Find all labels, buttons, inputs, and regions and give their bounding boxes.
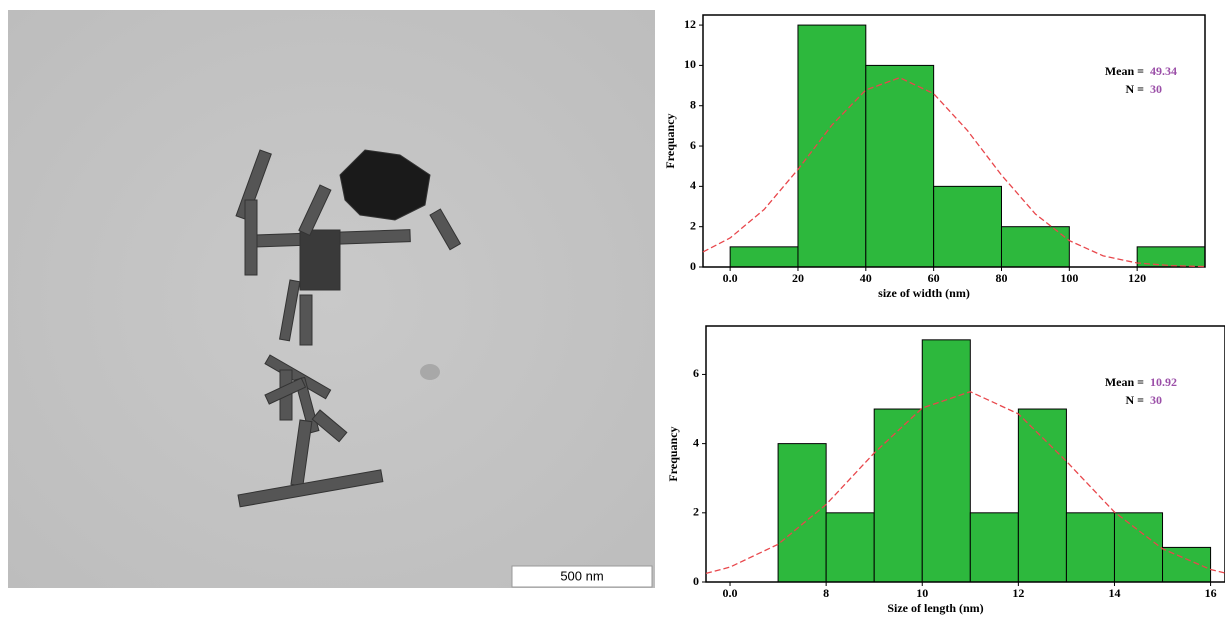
bar xyxy=(969,512,1019,583)
y-axis-label: Frequancy xyxy=(663,113,677,168)
y-tick-label: 6 xyxy=(693,366,699,380)
n-value: 30 xyxy=(1150,393,1162,407)
bar xyxy=(1000,226,1070,268)
n-label: N = xyxy=(1125,82,1144,96)
bar xyxy=(1017,408,1067,583)
x-tick-label: 0.0 xyxy=(723,271,738,285)
image-background xyxy=(8,10,655,588)
mean-label: Mean = xyxy=(1105,375,1144,389)
blot xyxy=(420,364,440,380)
plot-frame xyxy=(702,14,1206,268)
y-tick-label: 2 xyxy=(693,505,699,519)
y-tick-label: 10 xyxy=(684,57,696,71)
bar xyxy=(873,408,923,583)
y-tick-label: 0 xyxy=(693,574,699,588)
x-tick-label: 80 xyxy=(995,271,1007,285)
bar xyxy=(921,339,971,583)
bar xyxy=(1113,512,1164,583)
nanorods xyxy=(235,149,462,508)
bar xyxy=(777,443,827,583)
bar xyxy=(825,512,875,583)
mean-label: Mean = xyxy=(1105,64,1144,78)
bar xyxy=(933,185,1002,268)
bar xyxy=(729,246,799,268)
x-axis-label: Size of length (nm) xyxy=(887,601,983,615)
x-tick-label: 8 xyxy=(823,586,829,600)
bar xyxy=(1162,546,1212,583)
plot-frame xyxy=(705,325,1225,583)
x-tick-label: 12 xyxy=(1012,586,1024,600)
tem-image: 500 nm xyxy=(8,10,655,588)
y-tick-label: 0 xyxy=(690,259,696,273)
x-tick-label: 14 xyxy=(1108,586,1120,600)
mean-value: 49.34 xyxy=(1150,64,1177,78)
y-tick-label: 4 xyxy=(693,435,699,449)
x-tick-label: 100 xyxy=(1060,271,1078,285)
x-tick-label: 16 xyxy=(1205,586,1217,600)
y-tick-label: 2 xyxy=(690,218,696,232)
y-tick-label: 6 xyxy=(690,138,696,152)
y-tick-label: 8 xyxy=(690,97,696,111)
x-tick-label: 60 xyxy=(928,271,940,285)
x-axis-label: size of width (nm) xyxy=(878,286,970,300)
n-value: 30 xyxy=(1150,82,1162,96)
x-tick-label: 120 xyxy=(1128,271,1146,285)
x-tick-label: 40 xyxy=(860,271,872,285)
bar xyxy=(797,24,867,268)
mean-value: 10.92 xyxy=(1150,375,1177,389)
y-tick-label: 4 xyxy=(690,178,696,192)
bar xyxy=(1065,512,1115,583)
fit-curve xyxy=(702,76,1206,268)
n-label: N = xyxy=(1125,393,1144,407)
y-tick-label: 12 xyxy=(684,17,696,31)
x-tick-label: 20 xyxy=(792,271,804,285)
scale-bar xyxy=(511,565,653,588)
y-axis-label: Frequancy xyxy=(666,426,680,481)
bar xyxy=(865,64,935,268)
fit-curve xyxy=(705,391,1225,575)
x-tick-label: 0.0 xyxy=(723,586,738,600)
scale-bar-label: 500 nm xyxy=(560,568,603,583)
x-tick-label: 10 xyxy=(916,586,928,600)
